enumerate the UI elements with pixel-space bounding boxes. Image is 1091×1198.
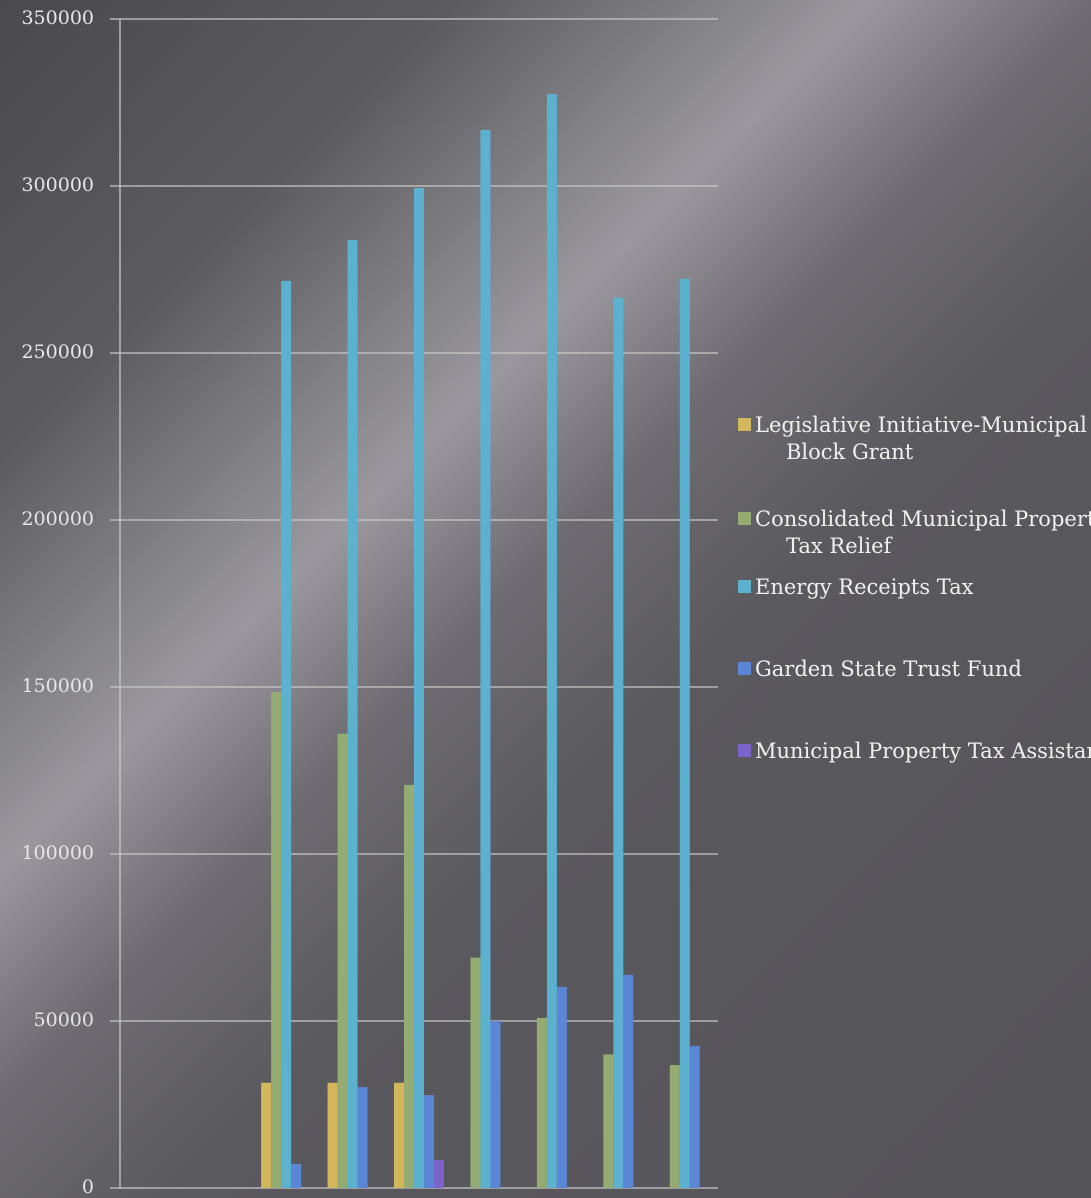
legend-item: Municipal Property Tax Assistance [738, 738, 1091, 765]
bar [291, 1163, 302, 1188]
legend-item: Energy Receipts Tax [738, 574, 1091, 601]
y-tick-label: 150000 [21, 675, 94, 697]
y-tick-label: 100000 [21, 842, 94, 864]
bar [347, 240, 358, 1188]
bar [669, 1065, 680, 1188]
bar [536, 1017, 547, 1188]
legend-swatch [738, 580, 751, 593]
bar [261, 1082, 272, 1188]
legend-swatch [738, 744, 751, 757]
legend-swatch [738, 662, 751, 675]
y-tick-label: 50000 [34, 1009, 94, 1031]
bar [490, 1021, 501, 1188]
legend-label: Energy Receipts Tax [755, 575, 974, 599]
y-tick-label: 250000 [21, 341, 94, 363]
bar [281, 280, 292, 1189]
y-tick-label: 200000 [21, 508, 94, 530]
legend-item: Consolidated Municipal Property Tax Reli… [738, 506, 1091, 560]
bar [480, 129, 491, 1189]
bar [271, 692, 282, 1188]
bar [623, 974, 634, 1188]
legend-label: Garden State Trust Fund [755, 657, 1022, 681]
bar [357, 1087, 368, 1188]
legend-swatch [738, 512, 751, 525]
bar [470, 957, 481, 1188]
legend-item: Legislative Initiative-Municipal Block G… [738, 412, 1091, 466]
legend-swatch [738, 418, 751, 431]
bar [603, 1054, 614, 1188]
bar [337, 733, 348, 1188]
bar [613, 297, 624, 1188]
bar [414, 188, 424, 1188]
y-tick-label: 0 [82, 1176, 94, 1198]
bar [546, 94, 557, 1188]
bar [327, 1082, 338, 1188]
legend-item: Garden State Trust Fund [738, 656, 1091, 683]
bar [689, 1046, 700, 1188]
y-tick-label: 350000 [21, 7, 94, 29]
legend-label: Consolidated Municipal Property Tax Reli… [755, 507, 1091, 558]
y-tick-label: 300000 [21, 174, 94, 196]
bar [679, 278, 690, 1188]
legend-label: Municipal Property Tax Assistance [755, 739, 1091, 763]
bar [556, 986, 567, 1188]
bar [404, 784, 414, 1188]
bar [394, 1082, 404, 1188]
legend-label: Legislative Initiative-Municipal Block G… [755, 413, 1087, 464]
bar [424, 1095, 434, 1188]
bar [434, 1159, 444, 1188]
